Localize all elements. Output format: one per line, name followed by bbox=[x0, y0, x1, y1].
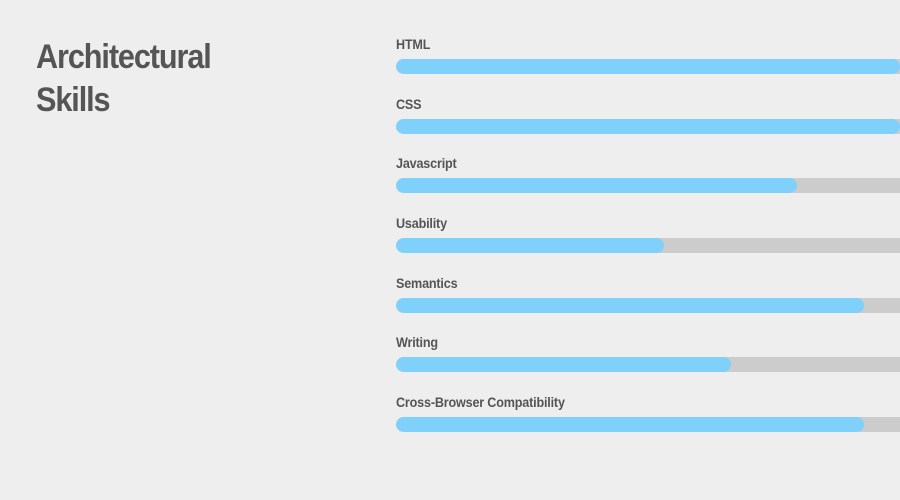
skill-progress-track bbox=[396, 178, 900, 194]
section-title-line-1: Architectural bbox=[36, 38, 212, 76]
section-title: Architectural Skills bbox=[36, 36, 212, 122]
skill-progress-track bbox=[396, 59, 900, 74]
section-title-line-2: Skills bbox=[36, 81, 111, 119]
skill-item-html: HTML bbox=[396, 36, 900, 96]
skill-label: Writing bbox=[396, 334, 438, 351]
skill-item-writing: Writing bbox=[396, 334, 900, 394]
skill-progress-fill bbox=[396, 357, 731, 373]
skill-progress-fill bbox=[396, 417, 865, 433]
skill-item-cross-browser-compatibility: Cross-Browser Compatibility bbox=[396, 394, 900, 454]
skill-progress-fill bbox=[396, 178, 798, 194]
skill-progress-fill bbox=[396, 59, 900, 74]
skill-progress-track bbox=[396, 417, 900, 433]
skill-label: HTML bbox=[396, 36, 431, 52]
skill-label: CSS bbox=[396, 95, 422, 112]
skill-progress-fill bbox=[396, 118, 900, 134]
skill-item-css: CSS bbox=[396, 96, 900, 156]
skill-item-semantics: Semantics bbox=[396, 275, 900, 335]
skill-item-usability: Usability bbox=[396, 215, 900, 275]
skill-progress-fill bbox=[396, 238, 665, 254]
skill-progress-track bbox=[396, 297, 900, 313]
skill-progress-track bbox=[396, 238, 900, 254]
skills-list: HTML CSS Javascript Usability Semantics … bbox=[396, 36, 900, 454]
skill-progress-track bbox=[396, 357, 900, 373]
skill-progress-fill bbox=[396, 297, 865, 313]
skill-label: Cross-Browser Compatibility bbox=[396, 394, 565, 411]
skill-progress-track bbox=[396, 118, 900, 134]
skill-label: Javascript bbox=[396, 155, 457, 172]
skill-label: Semantics bbox=[396, 274, 458, 291]
skill-item-javascript: Javascript bbox=[396, 155, 900, 215]
skill-label: Usability bbox=[396, 215, 447, 232]
